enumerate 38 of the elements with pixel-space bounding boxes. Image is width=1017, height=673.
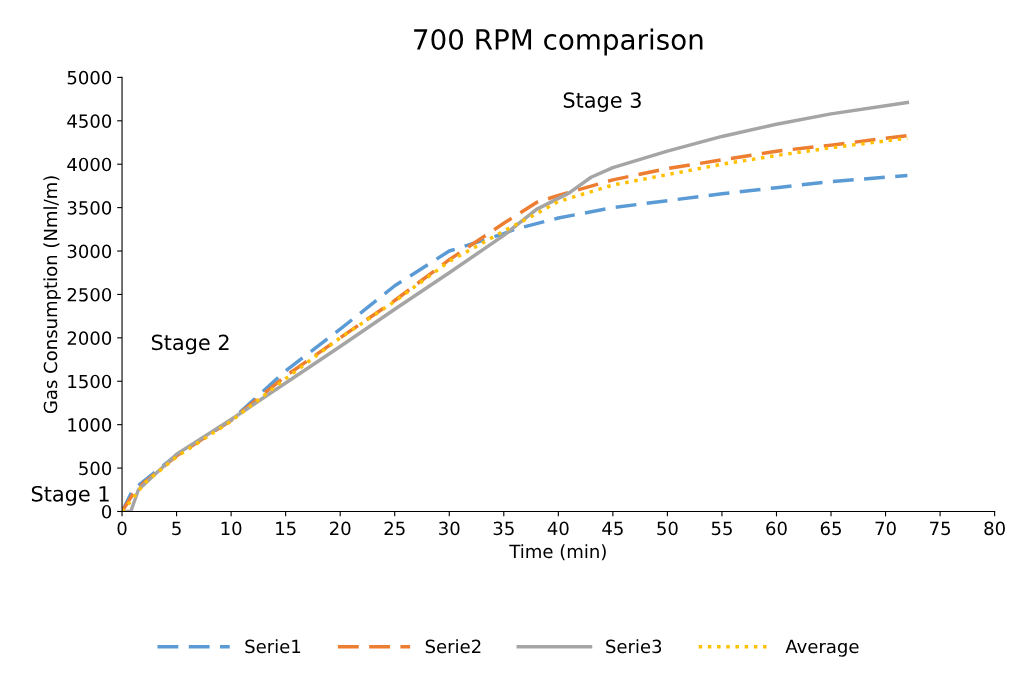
legend-label: Average (785, 639, 859, 657)
y-tick-label: 1000 (68, 418, 112, 432)
x-tick-label: 50 (657, 521, 678, 536)
x-tick-label: 80 (984, 521, 1005, 536)
x-tick-label: 5 (172, 521, 181, 536)
x-tick-label: 40 (547, 521, 569, 536)
y-tick-label: 4500 (67, 114, 112, 128)
y-axis-title: Gas Consumption (Nml/m) (43, 176, 61, 414)
y-tick-label: 500 (79, 461, 112, 476)
x-tick-label: 35 (493, 521, 514, 536)
legend-label: Serie1 (245, 639, 301, 654)
annotation: Stage 3 (563, 92, 641, 113)
legend-label: Serie2 (425, 639, 481, 654)
annotation: Stage 2 (151, 334, 229, 355)
chart-title: 700 RPM comparison (414, 28, 703, 56)
x-tick-label: 20 (330, 521, 351, 536)
x-tick-label: 45 (602, 521, 623, 536)
text: Stage 1 (31, 485, 109, 506)
y-tick-label: 1500 (68, 374, 112, 389)
x-tick-label: 60 (766, 521, 787, 536)
x-tick-label: 10 (221, 521, 242, 536)
x-tick-label: 55 (711, 521, 732, 536)
x-tick-label: 15 (276, 521, 296, 536)
x-tick-label: 25 (384, 521, 405, 536)
y-tick-label: 4000 (67, 157, 112, 172)
y-tick-label: 0 (102, 504, 112, 519)
y-tick-label: 3500 (67, 201, 112, 215)
x-axis-title: Time (min) (509, 544, 606, 561)
x-tick-label: 75 (930, 521, 950, 536)
y-tick-label: 5000 (67, 70, 112, 85)
x-tick-label: 30 (439, 521, 460, 536)
y-tick-label: 2500 (67, 287, 112, 302)
y-tick-label: 2000 (67, 331, 112, 345)
x-tick-label: 65 (820, 521, 841, 536)
x-tick-label: 0 (117, 521, 127, 536)
legend-label: Serie3 (606, 639, 662, 654)
y-tick-label: 3000 (67, 244, 112, 259)
x-tick-label: 70 (875, 521, 896, 536)
